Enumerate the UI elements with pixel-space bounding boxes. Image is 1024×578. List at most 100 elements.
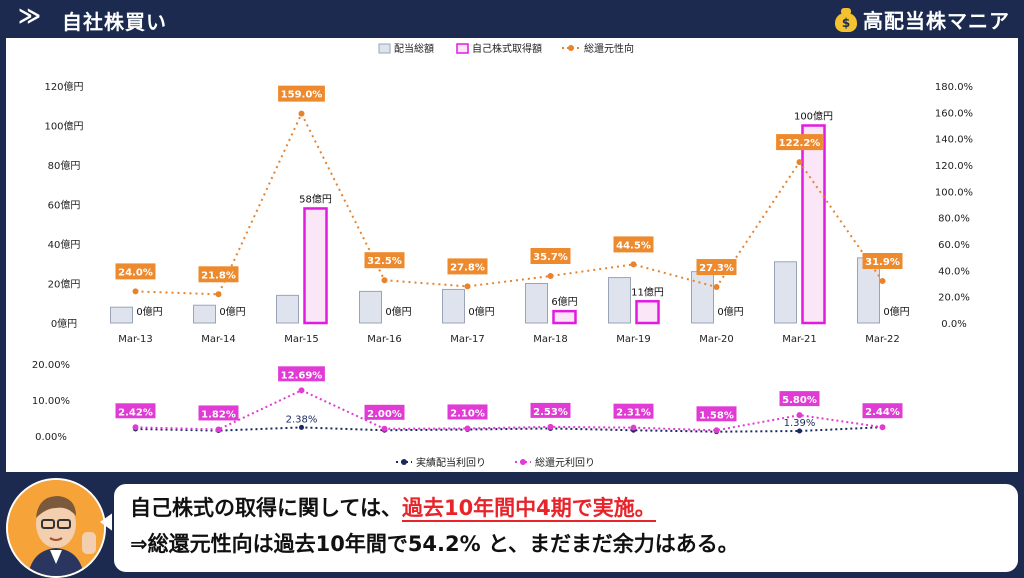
legend-marker-payout: [568, 45, 574, 51]
label-bg-payout: [530, 247, 571, 264]
label-bg-total-yield: [779, 391, 820, 407]
point-total-yield: [547, 423, 554, 430]
y-tick-right: 180.0%: [935, 82, 973, 93]
label-payout: 31.9%: [865, 257, 900, 268]
legend-marker-actual-yield: [401, 459, 407, 465]
y-tick-right: 160.0%: [935, 108, 973, 119]
bar-dividend: [359, 290, 382, 324]
x-tick-label: Mar-15: [284, 334, 319, 345]
label-payout: 27.3%: [699, 263, 734, 274]
point-total-yield: [713, 427, 720, 434]
label-payout: 44.5%: [616, 240, 651, 251]
label-bg-total-yield: [198, 405, 239, 421]
y-tick-right: 0.0%: [941, 319, 966, 330]
label-bg-payout: [862, 252, 903, 269]
y-tick-left: 80億円: [48, 159, 81, 172]
label-payout: 21.8%: [201, 270, 236, 281]
bar-buyback-label: 0億円: [219, 305, 245, 318]
point-total-yield: [464, 425, 471, 432]
page-title: 自社株買い: [62, 10, 167, 34]
point-total-yield: [796, 412, 803, 419]
point-total-yield: [879, 424, 886, 431]
bar-dividend: [774, 261, 797, 324]
label-bg-total-yield: [447, 404, 488, 420]
point-payout: [215, 291, 222, 298]
label-bg-payout: [198, 266, 239, 283]
bar-buyback-label: 0億円: [136, 305, 162, 318]
label-payout: 32.5%: [367, 256, 402, 267]
x-tick-label: Mar-14: [201, 334, 236, 345]
label-bg-total-yield: [862, 403, 903, 419]
y-tick-left: 60億円: [48, 199, 81, 212]
label-bg-payout: [696, 259, 737, 276]
bubble-tail: [100, 512, 114, 532]
label-bg-total-yield: [364, 404, 405, 420]
bar-buyback-label: 6億円: [551, 295, 577, 308]
legend-label-total-yield: 総還元利回り: [535, 456, 595, 469]
bar-buyback: [552, 309, 577, 325]
y-tick-right: 140.0%: [935, 135, 973, 146]
label-total-yield: 2.44%: [865, 407, 900, 418]
y-tick-bottom: 10.00%: [32, 396, 70, 407]
label-payout: 35.7%: [533, 252, 568, 263]
x-tick-label: Mar-22: [865, 334, 900, 345]
label-actual-yield: 2.38%: [286, 414, 318, 425]
label-bg-total-yield: [278, 366, 325, 382]
legend-marker-total-yield: [520, 459, 526, 465]
label-total-yield: 12.69%: [281, 370, 323, 381]
point-payout: [132, 288, 139, 295]
bubble-highlight: 過去10年間中4期で実施。: [401, 496, 656, 522]
point-payout: [298, 110, 305, 117]
label-total-yield: 2.31%: [616, 408, 651, 419]
legend-swatch-dividend: [378, 43, 391, 54]
bar-dividend: [608, 277, 631, 324]
x-tick-label: Mar-21: [782, 334, 817, 345]
y-tick-right: 20.0%: [938, 293, 970, 304]
point-total-yield: [132, 424, 139, 431]
presenter-avatar-icon: [6, 478, 106, 578]
bar-dividend: [691, 271, 714, 324]
label-bg-payout: [364, 252, 405, 269]
bar-dividend: [442, 288, 465, 324]
legend-label-buyback: 自己株式取得額: [472, 42, 542, 55]
bubble-line-2: ⇒総還元性向は過去10年間で54.2% と、まだまだ余力はある。: [130, 532, 739, 556]
line-payout: [135, 111, 884, 296]
speech-bubble: [112, 482, 1020, 574]
y-tick-right: 100.0%: [935, 187, 973, 198]
bar-buyback: [303, 207, 328, 325]
label-bg-total-yield: [696, 406, 737, 422]
money-bag-icon: $: [835, 7, 857, 32]
point-total-yield: [630, 424, 637, 431]
label-bg-total-yield: [530, 402, 571, 418]
label-total-yield: 1.82%: [201, 409, 236, 420]
label-bg-payout: [447, 258, 488, 275]
label-total-yield: 2.42%: [118, 407, 153, 418]
bar-dividend: [276, 294, 299, 324]
y-tick-bottom: 20.00%: [32, 360, 70, 371]
bar-buyback-label: 0億円: [883, 305, 909, 318]
chevron-icon: ≫: [18, 4, 42, 29]
point-total-yield: [215, 426, 222, 433]
legend-swatch-buyback: [456, 43, 469, 54]
label-payout: 122.2%: [779, 138, 821, 149]
label-payout: 159.0%: [281, 90, 323, 101]
x-tick-label: Mar-19: [616, 334, 651, 345]
bar-buyback-label: 0億円: [717, 305, 743, 318]
point-payout: [547, 272, 554, 279]
point-total-yield: [298, 387, 305, 394]
chart-svg: 配当総額 自己株式取得額 総還元性向 0億円 20億円 40億円 60億円 80億円 100億円…: [32, 42, 973, 469]
point-payout: [796, 159, 803, 166]
label-bg-total-yield: [115, 403, 156, 419]
brand-logo: $ 高配当株マニア: [835, 5, 1010, 34]
x-tick-label: Mar-17: [450, 334, 485, 345]
y-tick-bottom: 0.00%: [35, 432, 67, 443]
line-total-yield: [135, 389, 883, 432]
x-tick-label: Mar-20: [699, 334, 734, 345]
chart-panel: 配当総額 自己株式取得額 総還元性向 0億円 20億円 40億円 60億円 80億円 100億円…: [6, 38, 1018, 472]
bar-buyback-label: 0億円: [385, 305, 411, 318]
x-tick-label: Mar-13: [118, 334, 153, 345]
label-bg-payout: [115, 263, 156, 280]
bar-dividend: [193, 304, 216, 324]
label-total-yield: 2.00%: [367, 409, 402, 420]
point-payout: [879, 277, 886, 284]
